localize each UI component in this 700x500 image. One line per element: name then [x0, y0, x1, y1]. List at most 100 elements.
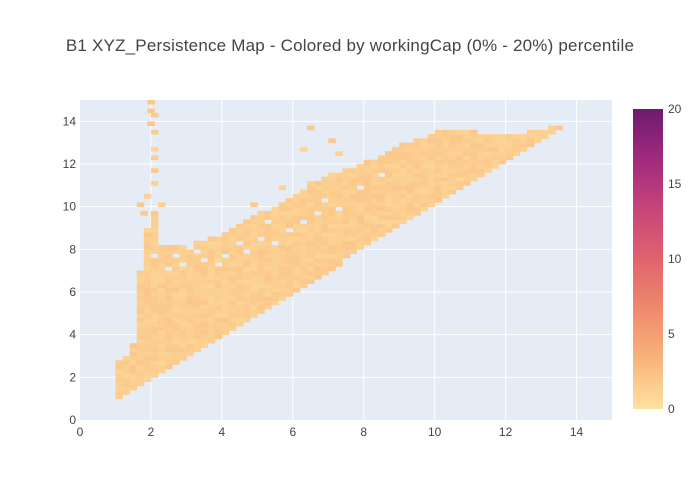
heatmap-cell — [179, 270, 187, 276]
heatmap-cell — [150, 368, 159, 374]
heatmap-cell — [136, 296, 145, 301]
heatmap-cell — [455, 151, 464, 156]
heatmap-cell — [299, 240, 308, 246]
heatmap-cell — [150, 274, 159, 280]
heatmap-cell — [427, 185, 436, 190]
heatmap-cell — [533, 129, 542, 135]
heatmap-cell — [136, 338, 145, 344]
heatmap-cell — [434, 151, 443, 156]
heatmap-cell — [250, 309, 258, 314]
heatmap-cell — [306, 232, 315, 237]
y-tick-label: 8 — [69, 242, 76, 256]
heatmap-cell — [193, 257, 201, 263]
heatmap-cell — [448, 172, 457, 178]
heatmap-cell — [392, 151, 400, 156]
heatmap-cell — [498, 151, 506, 156]
heatmap-cell — [236, 232, 244, 237]
heatmap-cell — [392, 159, 400, 165]
heatmap-cell — [413, 146, 421, 152]
heatmap-cell — [306, 215, 315, 220]
heatmap-cell — [271, 236, 280, 242]
heatmap-cell — [448, 185, 457, 190]
heatmap-cell — [413, 202, 421, 208]
heatmap-cell — [519, 146, 528, 152]
heatmap-cell — [370, 219, 379, 225]
heatmap-cell — [150, 146, 159, 152]
heatmap-cell — [328, 249, 336, 254]
heatmap-cell — [214, 304, 223, 310]
heatmap-cell — [264, 262, 272, 267]
heatmap-cell — [285, 240, 294, 246]
x-tick-label: 6 — [289, 425, 296, 439]
heatmap-cell — [186, 274, 194, 280]
heatmap-cell — [356, 164, 365, 169]
heatmap-cell — [158, 330, 166, 336]
heatmap-cell — [158, 296, 166, 301]
heatmap-cell — [214, 270, 223, 276]
heatmap-cell — [363, 219, 372, 225]
heatmap-cell — [413, 155, 421, 161]
heatmap-cell — [377, 223, 386, 229]
heatmap-cell — [292, 274, 301, 280]
heatmap-cell — [349, 206, 358, 212]
heatmap-cell — [505, 138, 514, 144]
heatmap-cell — [150, 240, 159, 246]
heatmap-cell — [434, 181, 443, 186]
heatmap-cell — [143, 360, 152, 365]
heatmap-cell — [434, 129, 443, 135]
heatmap-cell — [250, 292, 258, 297]
heatmap-cell — [455, 181, 464, 186]
heatmap-cell — [370, 189, 379, 195]
heatmap-cell — [484, 155, 492, 161]
heatmap-cell — [335, 172, 343, 178]
heatmap-cell — [285, 253, 294, 259]
heatmap-cell — [491, 151, 499, 156]
heatmap-cell — [377, 219, 386, 225]
heatmap-cell — [186, 351, 194, 357]
heatmap-cell — [150, 296, 159, 301]
heatmap-cell — [214, 266, 223, 272]
heatmap-cell — [158, 321, 166, 327]
heatmap-cell — [335, 249, 343, 254]
heatmap-cell — [470, 146, 478, 152]
heatmap-cell — [377, 198, 386, 203]
x-tick-label: 8 — [360, 425, 367, 439]
heatmap-cell — [363, 223, 372, 229]
heatmap-cell — [143, 266, 152, 272]
heatmap-cell — [250, 232, 258, 237]
heatmap-cell — [491, 164, 499, 169]
heatmap-cell — [385, 155, 393, 161]
heatmap-cell — [221, 240, 230, 246]
heatmap-cell — [172, 356, 180, 361]
heatmap-cell — [186, 279, 194, 284]
heatmap-cell — [406, 210, 414, 216]
heatmap-cell — [186, 296, 194, 301]
heatmap-cell — [221, 245, 230, 250]
heatmap-cell — [179, 245, 187, 250]
heatmap-cell — [250, 245, 258, 250]
heatmap-cell — [165, 321, 173, 327]
heatmap-cell — [136, 292, 145, 297]
heatmap-cell — [306, 266, 315, 272]
heatmap-cell — [434, 193, 443, 199]
x-tick-label: 10 — [428, 425, 442, 439]
heatmap-cell — [228, 296, 237, 301]
heatmap-cell — [385, 202, 393, 208]
heatmap-cell — [463, 134, 471, 139]
heatmap-cell — [292, 245, 301, 250]
heatmap-cell — [122, 360, 131, 365]
heatmap-cell — [221, 330, 230, 336]
heatmap-cell — [463, 146, 471, 152]
heatmap-cell — [150, 155, 159, 161]
heatmap-cell — [158, 304, 166, 310]
heatmap-cell — [165, 330, 173, 336]
heatmap-cell — [448, 155, 457, 161]
heatmap-cell — [165, 338, 173, 344]
y-tick-label: 10 — [63, 200, 77, 214]
heatmap-cell — [470, 159, 478, 165]
heatmap-cell — [328, 223, 336, 229]
heatmap-cell — [165, 347, 173, 353]
heatmap-cell — [250, 219, 258, 225]
heatmap-cell — [328, 245, 336, 250]
heatmap-cell — [342, 185, 350, 190]
